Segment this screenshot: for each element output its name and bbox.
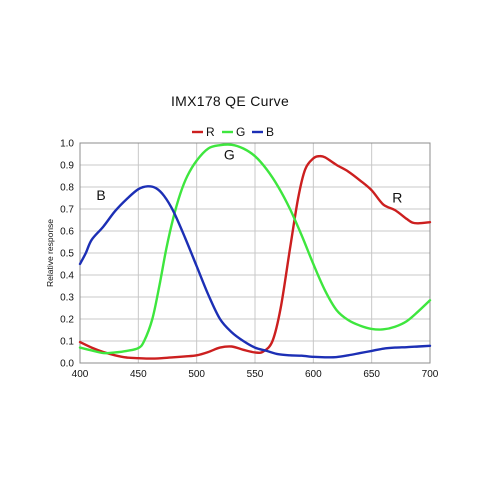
x-tick-label: 400: [72, 369, 89, 380]
y-tick-label: 0.3: [60, 293, 74, 304]
y-tick-label: 0.5: [60, 249, 74, 260]
x-tick-label: 650: [363, 369, 380, 380]
y-tick-label: 0.7: [60, 205, 74, 216]
annotation-label: R: [392, 189, 402, 205]
y-axis: 0.0 0.1 0.2 0.3 0.4 0.5 0.6 0.7 0.8 0.9 1.0: [60, 139, 74, 370]
y-tick-label: 0.0: [60, 359, 74, 370]
y-tick-label: 0.1: [60, 337, 74, 348]
annotation-label: B: [96, 187, 105, 203]
series-line-g: [78, 143, 432, 355]
x-tick-label: 550: [247, 369, 264, 380]
x-tick-label: 700: [422, 369, 439, 380]
legend-label-r: R: [206, 125, 215, 139]
plot-frame: [79, 142, 431, 364]
y-tick-label: 0.8: [60, 183, 74, 194]
x-tick-label: 600: [305, 369, 322, 380]
legend-label-g: G: [236, 125, 245, 139]
y-tick-label: 0.9: [60, 161, 74, 172]
legend-label-b: B: [266, 125, 274, 139]
series-line-r: [78, 154, 432, 360]
x-tick-label: 450: [130, 369, 147, 380]
chart-title: IMX178 QE Curve: [171, 93, 289, 109]
y-tick-label: 1.0: [60, 139, 74, 150]
y-axis-label: Relative response: [45, 219, 55, 287]
y-tick-label: 0.4: [60, 271, 74, 282]
series-line-b: [78, 185, 432, 359]
annotation-layer: B G R: [96, 147, 402, 206]
x-tick-label: 500: [188, 369, 205, 380]
x-axis: 400 450 500 550 600 650 700: [72, 369, 439, 380]
y-tick-label: 0.6: [60, 227, 74, 238]
y-tick-label: 0.2: [60, 315, 74, 326]
series-layer: [78, 143, 432, 360]
annotation-label: G: [224, 147, 235, 163]
